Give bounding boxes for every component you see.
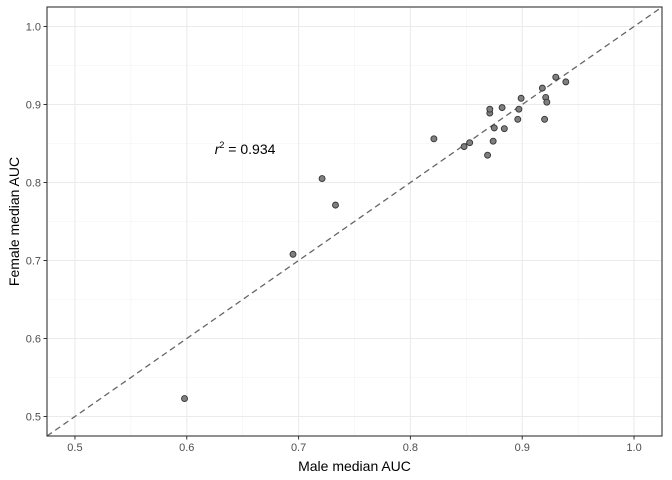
data-point [538,84,546,92]
data-point [490,124,498,132]
data-point [562,78,570,86]
data-point [486,105,494,113]
x-tick-label: 0.9 [515,442,530,454]
x-axis-ticks: 0.5 0.6 0.7 0.8 0.9 1.0 [67,436,642,454]
data-point [484,151,492,159]
identity-reference-line [46,6,663,437]
panel-border [46,6,663,437]
x-tick-label: 0.5 [67,442,82,454]
data-point [515,105,523,113]
data-point [552,73,560,81]
x-tick-label: 1.0 [626,442,641,454]
data-point [541,115,549,123]
data-point [430,135,438,143]
y-tick-label: 1.0 [26,22,41,34]
x-tick-label: 0.6 [179,442,194,454]
data-point [543,98,551,106]
data-points [181,73,570,403]
y-tick-label: 0.5 [26,412,41,424]
data-point [181,395,188,403]
y-tick-label: 0.7 [26,256,41,268]
data-point [460,143,468,151]
y-tick-label: 0.6 [26,334,41,346]
data-point [466,139,474,147]
r-symbol: r [215,141,221,157]
x-tick-label: 0.7 [291,442,306,454]
r-squared-annotation: r2 = 0.934 [215,140,276,157]
x-tick-label: 0.8 [403,442,418,454]
data-point [489,137,497,145]
y-tick-label: 0.9 [26,100,41,112]
r-squared-value: = 0.934 [224,141,275,157]
data-point [498,104,506,112]
x-axis-title: Male median AUC [298,458,411,474]
data-point [500,125,508,133]
y-axis-title: Female median AUC [6,157,22,286]
grid-minor [47,7,662,436]
data-point [318,175,326,183]
data-point [514,115,522,123]
grid-major [47,7,662,436]
y-axis-ticks: 0.5 0.6 0.7 0.8 0.9 1.0 [26,22,47,424]
r-superscript: 2 [219,140,224,150]
data-point [332,201,339,209]
data-point [517,94,525,102]
data-point [289,250,297,258]
y-tick-label: 0.8 [26,178,41,190]
